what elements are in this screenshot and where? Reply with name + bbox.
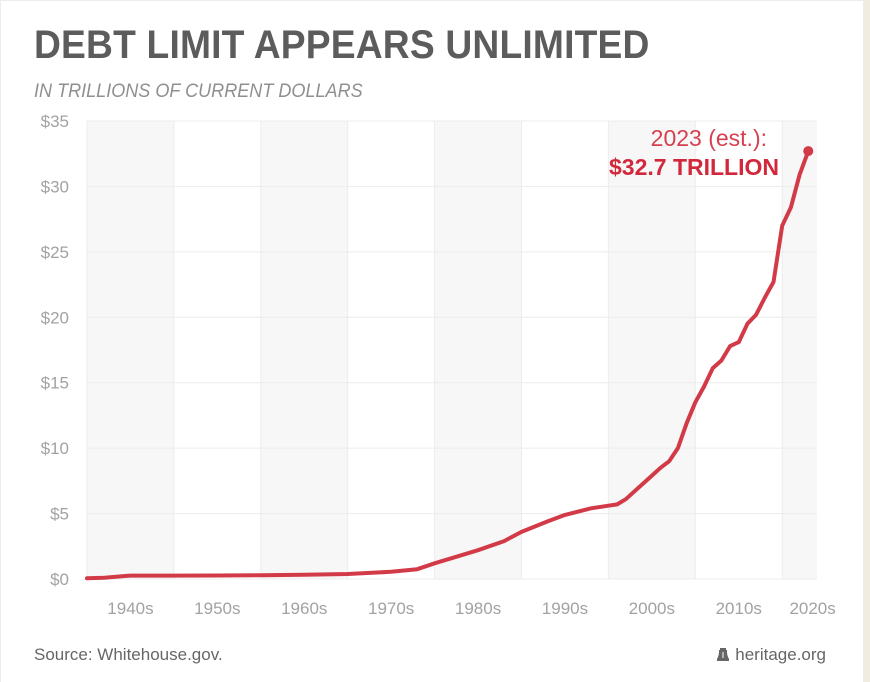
x-tick-label: 2020s	[789, 599, 835, 618]
line-chart: $0$5$10$15$20$25$30$35 1940s 1950s 1960s 19…	[41, 112, 836, 618]
decade-band	[608, 121, 696, 579]
y-tick-label: $30	[41, 177, 69, 196]
x-tick-label: 2010s	[716, 599, 762, 618]
x-tick-label: 1990s	[542, 599, 588, 618]
chart-subtitle: IN TRILLIONS OF CURRENT DOLLARS	[34, 81, 363, 102]
brand-credit[interactable]: heritage.org	[717, 645, 826, 665]
annotation-year: 2023 (est.):	[651, 125, 767, 151]
x-tick-label: 2000s	[629, 599, 675, 618]
chart-title: DEBT LIMIT APPEARS UNLIMITED	[34, 23, 650, 67]
decade-band	[782, 121, 817, 579]
x-axis-ticks: 1940s 1950s 1960s 1970s 1980s 1990s 2000s 2010s…	[107, 599, 835, 618]
brand-link[interactable]: heritage.org	[735, 645, 826, 664]
y-tick-label: $5	[50, 505, 69, 524]
y-tick-label: $10	[41, 439, 69, 458]
x-tick-label: 1960s	[281, 599, 327, 618]
background-bands	[87, 121, 817, 579]
decade-band	[260, 121, 348, 579]
y-tick-label: $0	[50, 570, 69, 589]
y-tick-label: $20	[41, 308, 69, 327]
decade-band	[434, 121, 522, 579]
x-tick-label: 1970s	[368, 599, 414, 618]
endpoint-marker	[803, 146, 814, 157]
x-tick-label: 1940s	[107, 599, 153, 618]
x-tick-label: 1980s	[455, 599, 501, 618]
source-note: Source: Whitehouse.gov.	[34, 645, 223, 664]
liberty-bell-icon	[717, 648, 730, 661]
y-tick-label: $25	[41, 243, 69, 262]
y-tick-label: $15	[41, 374, 69, 393]
gridlines	[86, 120, 817, 580]
annotation-value: $32.7 TRILLION	[609, 154, 779, 180]
x-tick-label: 1950s	[194, 599, 240, 618]
y-axis-ticks: $0 $5 $10 $15 $20 $25 $30 $35	[41, 112, 69, 589]
decade-band	[87, 121, 174, 579]
y-tick-label: $35	[41, 112, 69, 131]
series-line-debt-limit	[85, 149, 811, 581]
